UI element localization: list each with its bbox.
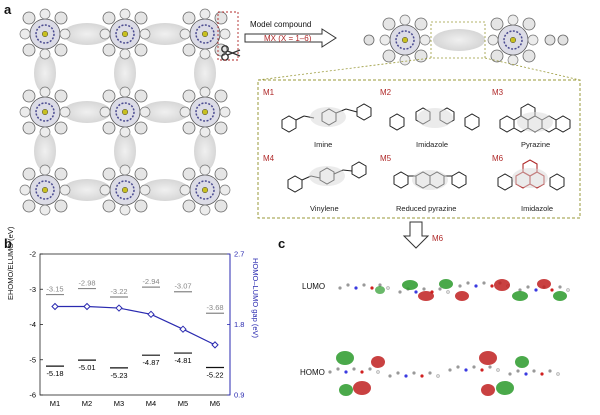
linker-ellipse xyxy=(141,101,189,123)
lumo-value-label: -3.22 xyxy=(110,287,127,296)
molecule-code: M5 xyxy=(380,154,392,163)
x-tick-label: M4 xyxy=(146,399,156,408)
y-tick-label: -2 xyxy=(29,250,36,259)
lumo-orbital xyxy=(338,279,570,301)
panel-c-letter: c xyxy=(278,236,286,251)
linker-ellipse xyxy=(141,179,189,201)
molecule-code: M4 xyxy=(263,154,275,163)
arrow-label: M6 xyxy=(432,234,444,243)
lumo-value-label: -2.98 xyxy=(78,279,95,288)
x-tick-label: M2 xyxy=(82,399,92,408)
model-compound-formula: MX (X = 1–6) xyxy=(264,34,312,43)
homo-value-label: -5.01 xyxy=(78,363,95,372)
molecule-code: M2 xyxy=(380,88,392,97)
lumo-value-label: -3.68 xyxy=(206,303,223,312)
model-compound-label: Model compound xyxy=(250,20,312,29)
panel-b-letter: b xyxy=(4,236,12,251)
cut-region xyxy=(217,11,239,61)
gap-point xyxy=(179,325,187,333)
molecule-table-box xyxy=(257,79,581,219)
linker-ellipse xyxy=(194,131,216,171)
gap-series-line xyxy=(55,305,216,346)
x-tick-label: M3 xyxy=(114,399,124,408)
homo-value-label: -4.87 xyxy=(142,358,159,367)
scissors-icon xyxy=(221,45,241,61)
molecule-name: Imine xyxy=(314,140,333,149)
linker-ellipse xyxy=(114,131,136,171)
homo-label: HOMO xyxy=(300,368,325,377)
y2-tick-label: 1.8 xyxy=(234,320,244,329)
molecule-name: Imidazole xyxy=(416,140,449,149)
linker-ellipse xyxy=(141,23,189,45)
linker-ellipse xyxy=(34,131,56,171)
homo-value-label: -4.81 xyxy=(174,356,191,365)
x-tick-label: M6 xyxy=(210,399,220,408)
molecule-name: Reduced pyrazine xyxy=(396,204,457,213)
gap-point xyxy=(211,341,219,349)
x-tick-label: M5 xyxy=(178,399,188,408)
molecule-code: M1 xyxy=(263,88,275,97)
linker-ellipse xyxy=(194,53,216,93)
molecule-code: M6 xyxy=(492,154,504,163)
homo-orbital xyxy=(328,351,560,396)
y-tick-label: -4 xyxy=(29,320,36,329)
linker-ellipse xyxy=(63,101,111,123)
linker-ellipse xyxy=(63,179,111,201)
x-tick-label: M1 xyxy=(50,399,60,408)
y-tick-label: -6 xyxy=(29,391,36,400)
linker-ellipse xyxy=(63,23,111,45)
lumo-label: LUMO xyxy=(302,282,326,291)
y2-tick-label: 2.7 xyxy=(234,250,244,259)
molecule-name: Pyrazine xyxy=(521,140,551,149)
y-tick-label: -3 xyxy=(29,285,36,294)
molecule-code: M3 xyxy=(492,88,504,97)
y-tick-label: -5 xyxy=(29,355,36,364)
gap-point xyxy=(83,302,91,311)
lumo-value-label: -3.15 xyxy=(46,285,63,294)
y2-tick-label: 0.9 xyxy=(234,391,244,400)
gap-point xyxy=(147,310,155,319)
molecule-name: Vinylene xyxy=(310,204,339,213)
model-compound-structure xyxy=(363,14,569,66)
down-arrow xyxy=(402,221,430,249)
model-compound-arrow xyxy=(244,28,337,48)
gap-point xyxy=(51,302,59,311)
lumo-value-label: -3.07 xyxy=(174,282,191,291)
homo-value-label: -5.23 xyxy=(110,371,127,380)
lumo-value-label: -2.94 xyxy=(142,277,159,286)
molecule-name: Imidazole xyxy=(521,204,554,213)
gap-point xyxy=(115,304,123,312)
homo-value-label: -5.18 xyxy=(46,369,63,378)
linker-ellipse xyxy=(34,53,56,93)
homo-value-label: -5.22 xyxy=(206,371,223,380)
panel-a-letter: a xyxy=(4,2,12,17)
linker-ellipse xyxy=(114,53,136,93)
